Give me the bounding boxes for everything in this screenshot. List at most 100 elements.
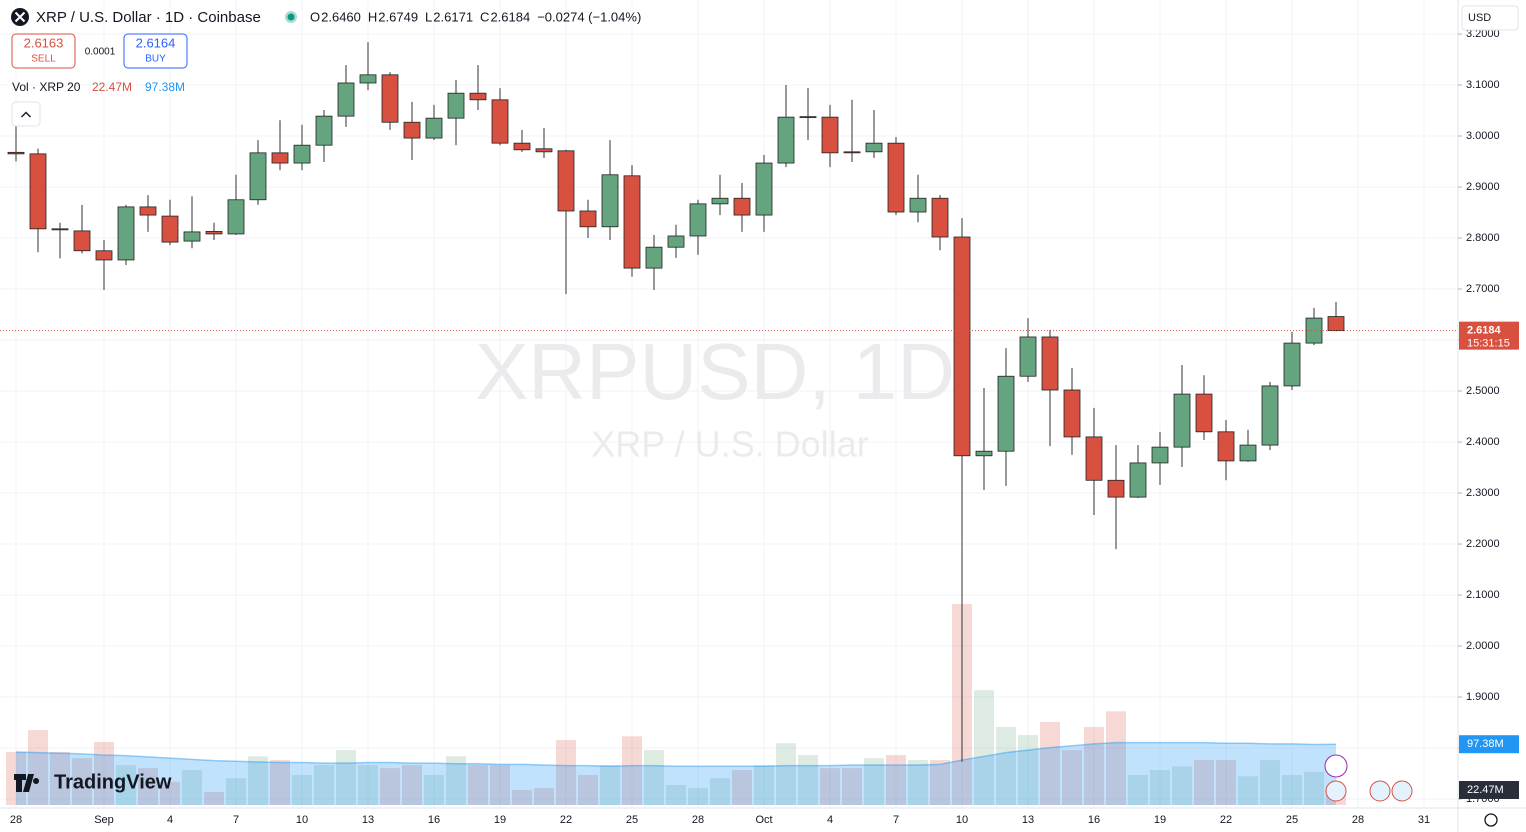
candle-body xyxy=(1041,336,1059,391)
candle-body xyxy=(821,116,839,154)
volume-bar xyxy=(424,775,444,805)
y-tick-label: 2.0000 xyxy=(1466,640,1500,652)
volume-bar xyxy=(50,751,70,805)
volume-bar xyxy=(28,730,48,805)
candle-body xyxy=(359,74,377,84)
volume-bar xyxy=(732,770,752,805)
volume-bar xyxy=(1106,711,1126,805)
volume-bar xyxy=(864,758,884,805)
candle-body xyxy=(447,92,465,119)
y-tick-label: 2.5000 xyxy=(1466,385,1500,397)
candle-body xyxy=(73,230,91,252)
candle-body xyxy=(1019,336,1037,377)
volume-ma-area xyxy=(16,742,1336,805)
x-tick-label: 7 xyxy=(893,814,899,826)
volume-bar xyxy=(248,756,268,805)
x-tick-label: 7 xyxy=(233,814,239,826)
x-tick-label: 28 xyxy=(692,814,704,826)
volume-bar xyxy=(820,768,840,805)
candle-body xyxy=(755,162,773,216)
volume-bar xyxy=(1040,721,1060,805)
volume-legend: Vol · XRP 20 xyxy=(12,80,81,94)
x-tick-label: 19 xyxy=(494,814,506,826)
watermark-name: XRP / U.S. Dollar xyxy=(591,424,868,465)
volume-bar xyxy=(556,740,576,805)
volume-ma-box xyxy=(1459,735,1519,754)
event-flag[interactable] xyxy=(1391,780,1413,802)
volume-bar xyxy=(1216,760,1236,805)
buy-price: 2.6164 xyxy=(136,35,176,50)
ohlc-value: 2.6749 xyxy=(378,9,418,24)
volume-bar xyxy=(798,755,818,805)
currency-button[interactable] xyxy=(1461,5,1519,31)
y-tick-label: 2.4000 xyxy=(1466,436,1500,448)
event-flag[interactable] xyxy=(1325,780,1347,802)
event-icon[interactable] xyxy=(1324,754,1348,778)
x-tick-label: 16 xyxy=(1088,814,1100,826)
grid xyxy=(0,0,1458,808)
x-tick-label: 22 xyxy=(1220,814,1232,826)
volume-bar xyxy=(886,755,906,805)
volume-bar xyxy=(930,760,950,805)
sell-price: 2.6163 xyxy=(24,35,64,50)
volume-legend-value: 22.47M xyxy=(92,80,132,94)
candle-body xyxy=(271,152,289,164)
ohlc-key: L xyxy=(425,9,432,24)
candle-body xyxy=(1173,393,1191,448)
settings-button[interactable] xyxy=(1484,813,1498,827)
x-tick-label: Sep xyxy=(94,814,114,826)
candle-body xyxy=(183,231,201,242)
candle-body xyxy=(117,206,135,261)
candle-body xyxy=(227,199,245,235)
volume-bar xyxy=(776,743,796,805)
volume-label: 22.47M xyxy=(1467,784,1504,796)
candle-body xyxy=(337,82,355,117)
volume-bar xyxy=(468,765,488,805)
change: −0.0274 (−1.04%) xyxy=(537,9,641,24)
volume-bar xyxy=(380,768,400,805)
ohlc-key: H xyxy=(368,9,377,24)
candle-body xyxy=(579,210,597,228)
buy-label: BUY xyxy=(145,54,166,65)
volume-bar xyxy=(644,750,664,805)
candle-body xyxy=(843,151,861,154)
candle-body xyxy=(1239,444,1257,462)
y-tick-label: 2.2000 xyxy=(1466,538,1500,550)
x-tick-label: 25 xyxy=(626,814,638,826)
candle-body xyxy=(909,197,927,213)
ohlc-key: O xyxy=(310,9,320,24)
candle-body xyxy=(1195,393,1213,433)
x-tick-label: 22 xyxy=(560,814,572,826)
event-flag[interactable] xyxy=(1369,780,1391,802)
x-tick-label: 31 xyxy=(1418,814,1430,826)
candle-body xyxy=(865,142,883,153)
collapse-icon xyxy=(21,111,31,118)
symbol-title[interactable]: XRP / U.S. Dollar · 1D · Coinbase xyxy=(36,9,261,26)
candle-body xyxy=(51,228,69,231)
symbol-icon-glyph xyxy=(14,11,26,23)
candle-body xyxy=(425,117,443,139)
x-tick-label: 4 xyxy=(167,814,173,826)
ohlc-value: 2.6171 xyxy=(433,9,473,24)
y-tick-label: 2.3000 xyxy=(1466,487,1500,499)
candle-body xyxy=(469,92,487,101)
volume-bar xyxy=(116,765,136,805)
x-tick-label: 16 xyxy=(428,814,440,826)
candle-body xyxy=(315,115,333,146)
logo-mark xyxy=(14,774,40,792)
volume-bar xyxy=(754,765,774,805)
collapse-button[interactable] xyxy=(11,101,41,127)
volume-bar xyxy=(1282,775,1302,805)
candle-body xyxy=(931,197,949,238)
candle-body xyxy=(667,235,685,248)
candle-body xyxy=(161,215,179,243)
candle-body xyxy=(1107,479,1125,498)
buy-button[interactable] xyxy=(123,33,188,69)
volume-legend-ma: 97.38M xyxy=(145,80,185,94)
candle-body xyxy=(491,99,509,144)
candle-body xyxy=(1217,431,1235,462)
candle-body xyxy=(623,175,641,269)
volume-bar xyxy=(490,765,510,805)
sell-button[interactable] xyxy=(11,33,76,69)
